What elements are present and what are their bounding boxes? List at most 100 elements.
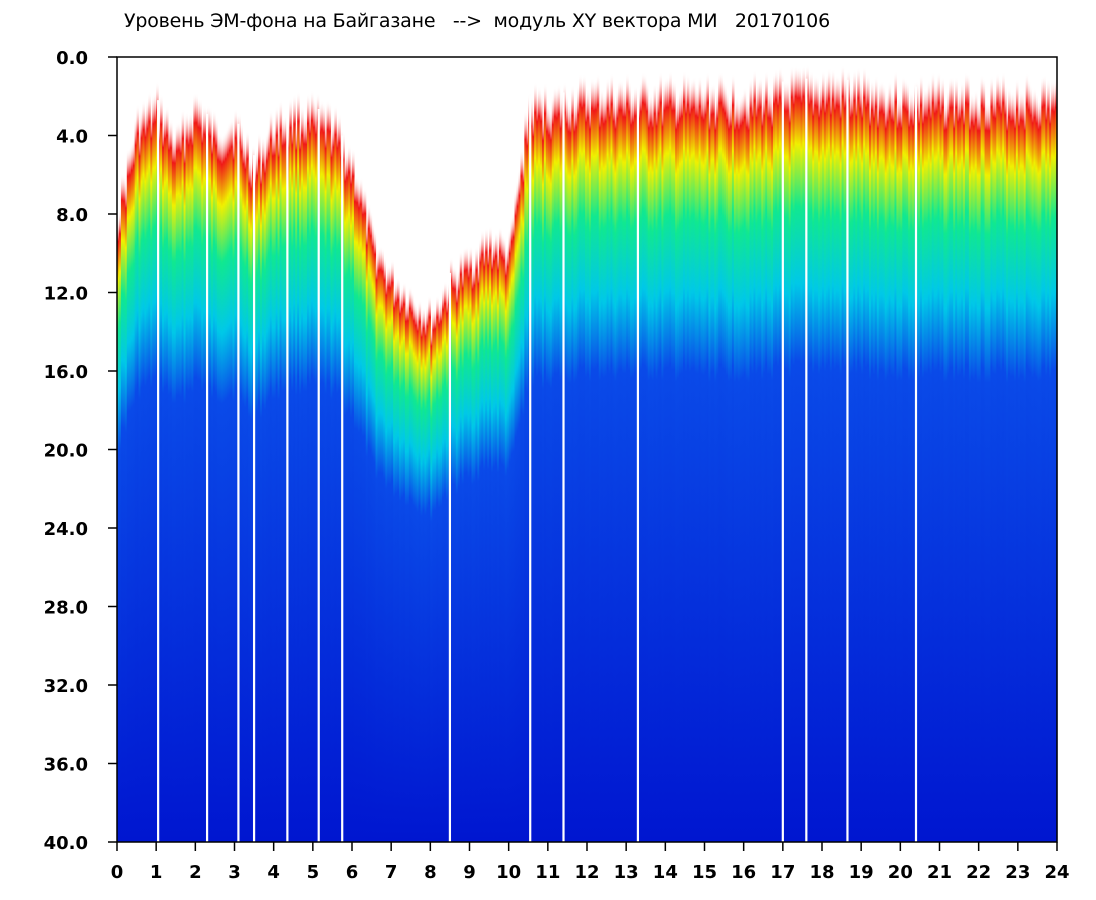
spectrogram-column [451, 265, 455, 843]
spectrogram-column [800, 72, 804, 842]
spectrogram-column [209, 107, 212, 842]
spectrogram-column [506, 243, 510, 842]
spectrogram-column [242, 135, 245, 843]
spectrogram-column [567, 101, 570, 843]
spectrogram-column [293, 94, 296, 843]
spectrogram-column [639, 81, 643, 843]
spectrogram-column [271, 127, 275, 842]
spectrogram-column [228, 121, 232, 842]
spectrogram-column [628, 81, 631, 843]
spectrogram-column [763, 85, 766, 843]
spectrogram-column [712, 83, 715, 842]
spectrogram-column [833, 80, 837, 842]
spectrogram-column [765, 70, 768, 843]
spectrogram-column [759, 76, 762, 843]
spectrogram-column [919, 74, 923, 842]
spectrogram-column [1035, 93, 1039, 842]
spectrogram-column [491, 245, 494, 843]
spectrogram-column [739, 95, 743, 842]
spectrogram-column [837, 75, 841, 842]
spectrogram-column [324, 119, 328, 842]
spectrogram-column [150, 109, 153, 842]
spectrogram-column [755, 87, 758, 843]
spectrogram-column [1006, 101, 1009, 843]
spectrogram-column [400, 286, 404, 842]
spectrogram-column [861, 88, 864, 842]
spectrogram-column [449, 257, 453, 843]
spectrogram-column [465, 246, 469, 842]
spectrogram-column [945, 99, 948, 842]
spectrogram-column [888, 81, 892, 842]
spectrogram-column [874, 76, 878, 842]
spectrogram-column [265, 132, 269, 842]
spectrogram-column [761, 96, 764, 842]
spectrogram-column [436, 295, 439, 842]
spectrogram-column [869, 96, 872, 842]
spectrogram-column [148, 91, 151, 842]
spectrogram-column [1045, 90, 1048, 842]
spectrogram-column [543, 82, 547, 843]
spectrogram-column [606, 77, 610, 843]
spectrogram-column [729, 96, 733, 843]
spectrogram-column [855, 86, 858, 842]
spectrogram-column [831, 68, 835, 843]
spectrogram-column [563, 82, 567, 842]
spectrogram-column [963, 95, 966, 842]
spectrogram-column [430, 325, 433, 842]
y-axis: 0.0 4.0 8.0 12.0 16.0 20.0 24.0 28.0 32.0 36.0 40.… [44, 48, 117, 854]
spectrogram-column [459, 250, 463, 842]
spectrogram-column [326, 99, 330, 842]
spectrogram-column [957, 91, 960, 843]
spectrogram-column [508, 228, 512, 843]
spectrogram-column [585, 92, 588, 842]
spectrogram-column [1015, 78, 1019, 842]
spectrogram-column [328, 101, 332, 842]
spectrogram-column [994, 88, 997, 843]
spectrogram-column [823, 82, 827, 842]
spectrogram-column [810, 70, 813, 842]
spectrogram-column [602, 93, 606, 843]
spectrogram-column [240, 122, 243, 843]
spectrogram-column [679, 88, 682, 842]
x-tick-label: 1 [150, 862, 163, 883]
spectrogram-column [579, 73, 582, 842]
spectrogram-column [142, 100, 146, 842]
spectrogram-column [498, 226, 502, 843]
spectrogram-column [355, 176, 359, 842]
y-tick-label: 32.0 [44, 676, 88, 697]
spectrogram-column [467, 254, 471, 842]
spectrogram-column [549, 110, 553, 843]
spectrogram-column [1037, 99, 1040, 842]
spectrogram-column [598, 98, 602, 842]
spectrogram-column [743, 87, 747, 842]
spectrogram-column [173, 134, 177, 843]
spectrogram-column [587, 87, 590, 842]
spectrogram-column [442, 287, 445, 842]
spectrogram-column [289, 97, 292, 843]
spectrogram-column [612, 91, 616, 843]
spectrogram-column [526, 116, 529, 843]
spectrogram-column [216, 131, 220, 842]
y-tick-label: 28.0 [44, 598, 88, 619]
spectrogram-column [827, 67, 831, 843]
spectrogram-column [773, 73, 776, 842]
spectrogram-column [126, 148, 130, 842]
spectrogram-column [630, 95, 633, 843]
spectrogram-column [718, 72, 721, 843]
spectrogram-column [702, 89, 706, 843]
spectrogram-column [391, 259, 394, 842]
spectrogram-column [377, 246, 381, 843]
spectrogram-column [747, 100, 751, 843]
spectrogram-column [187, 116, 191, 842]
spectrogram-column [896, 99, 899, 842]
spectrogram-column [970, 92, 974, 843]
spectrogram-column [571, 85, 574, 843]
spectrogram-column [675, 99, 678, 843]
spectrogram-column [434, 307, 437, 842]
spectrogram-column [581, 77, 584, 842]
spectrogram-column [910, 90, 913, 843]
spectrogram-column [189, 111, 193, 842]
spectrogram-column [222, 133, 226, 843]
y-tick-label: 40.0 [44, 833, 88, 854]
spectrogram-column [692, 76, 696, 843]
